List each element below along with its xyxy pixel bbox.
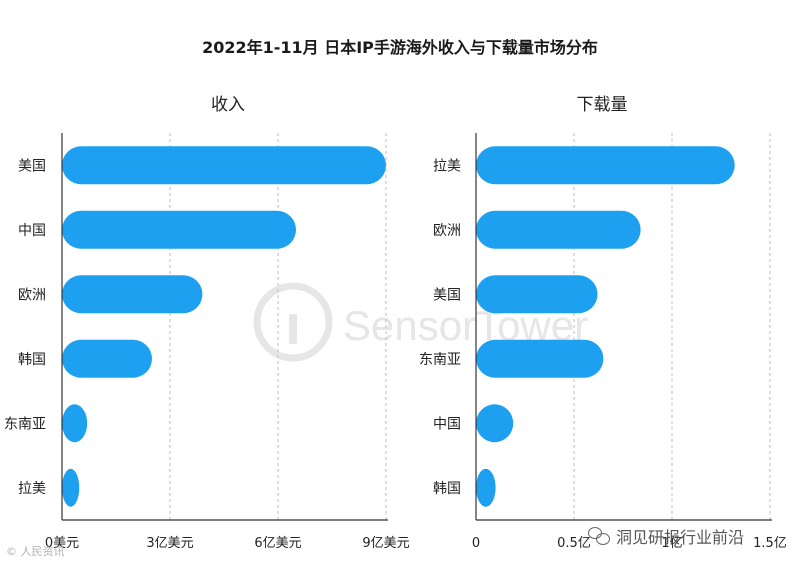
downloads-tick-label: 1.5亿 (753, 536, 787, 551)
revenue-tick-label: 3亿美元 (146, 536, 193, 551)
revenue-chart-title: 收入 (211, 95, 245, 115)
footer-source: © 人民资讯 (6, 545, 65, 558)
downloads-category-label: 欧洲 (433, 223, 461, 239)
footer-brand-text: 洞见研报行业前沿 (616, 528, 745, 547)
downloads-bar (476, 275, 598, 314)
downloads-bar (476, 404, 514, 443)
downloads-bar (476, 468, 496, 507)
revenue-bar (62, 468, 80, 507)
downloads-category-label: 中国 (433, 416, 461, 432)
downloads-tick-label: 0.5亿 (557, 536, 591, 551)
wechat-icon (588, 527, 612, 545)
page-title: 2022年1-11月 日本IP手游海外收入与下载量市场分布 (202, 38, 598, 57)
downloads-tick-label: 0 (472, 536, 480, 551)
downloads-category-label: 美国 (433, 287, 461, 303)
downloads-category-label: 拉美 (433, 158, 461, 174)
revenue-bar (62, 339, 152, 378)
revenue-bar (62, 275, 203, 314)
downloads-tick-label: 1亿 (661, 536, 682, 551)
revenue-category-label: 欧洲 (18, 287, 46, 303)
revenue-category-label: 韩国 (18, 352, 46, 368)
revenue-bar (62, 404, 88, 443)
revenue-bar (62, 210, 296, 249)
revenue-tick-label: 9亿美元 (362, 536, 409, 551)
watermark-logo-icon (253, 282, 333, 362)
downloads-bar (476, 210, 641, 249)
downloads-bar (476, 146, 735, 185)
revenue-tick-label: 6亿美元 (254, 536, 301, 551)
footer-brand: 洞见研报行业前沿 (588, 524, 744, 548)
downloads-category-label: 东南亚 (419, 352, 461, 368)
revenue-category-label: 中国 (18, 223, 46, 239)
revenue-category-label: 美国 (18, 158, 46, 174)
downloads-bar (476, 339, 604, 378)
downloads-chart-title: 下载量 (577, 95, 628, 115)
revenue-bar (62, 146, 386, 185)
revenue-tick-label: 0美元 (45, 536, 79, 551)
revenue-category-label: 拉美 (18, 481, 46, 497)
revenue-category-label: 东南亚 (4, 416, 46, 432)
watermark-logo-stem (289, 314, 297, 344)
downloads-category-label: 韩国 (433, 481, 461, 497)
